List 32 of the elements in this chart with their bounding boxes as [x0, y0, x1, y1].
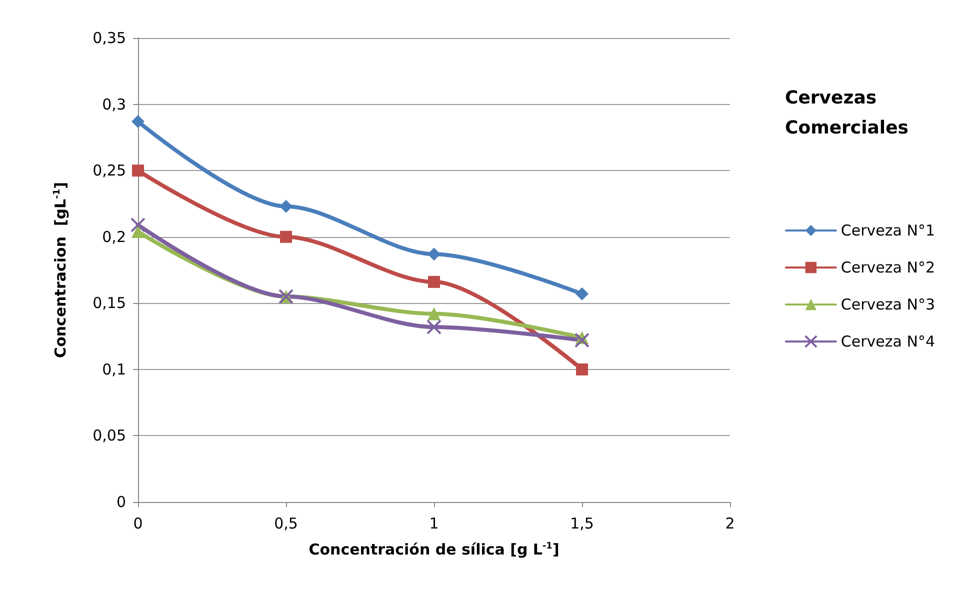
point	[428, 248, 440, 261]
y-tick-label: 0,05	[92, 426, 126, 445]
legend-label: Cerveza N°2	[840, 258, 936, 276]
point	[426, 320, 442, 335]
point	[132, 115, 144, 128]
x-tick-label: 2	[725, 514, 735, 532]
y-tick-label: 0,1	[102, 360, 126, 378]
legend-label: Cerveza N°1	[840, 222, 936, 240]
point	[280, 230, 292, 243]
y-tick-label: 0,25	[92, 162, 126, 180]
y-tick-label: 0,2	[102, 228, 126, 246]
x-tick-label: 0	[133, 514, 143, 532]
y-tick-label: 0	[116, 493, 126, 511]
x-tick-label: 0,5	[274, 514, 298, 532]
point	[576, 287, 588, 300]
point	[576, 363, 588, 376]
point	[574, 332, 590, 348]
x-tick-label: 1,5	[570, 514, 594, 532]
legend-title: Cervezas Comerciales	[785, 88, 908, 138]
y-tick-label: 0,15	[92, 294, 126, 312]
point	[132, 164, 144, 177]
point	[130, 217, 146, 232]
legend-label: Cerveza N°4	[840, 332, 936, 350]
y-tick-label: 0,35	[92, 29, 126, 47]
point	[132, 225, 144, 238]
x-tick-label: 1	[429, 514, 439, 532]
y-tick-label: 0,3	[102, 95, 126, 114]
y-axis-title: Concentracion [gL-1]	[52, 182, 70, 358]
point	[428, 276, 440, 288]
point	[280, 200, 292, 213]
point	[428, 307, 440, 320]
legend-label: Cerveza N°3	[840, 296, 936, 314]
